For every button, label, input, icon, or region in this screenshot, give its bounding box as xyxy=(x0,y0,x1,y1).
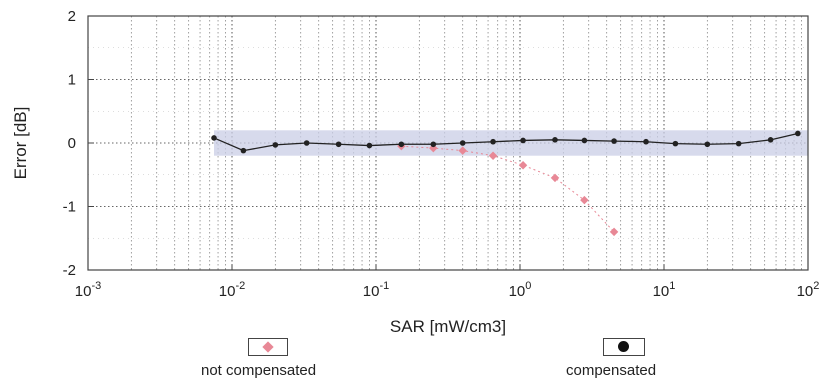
circle-marker-icon xyxy=(618,341,629,352)
compensated-point xyxy=(735,140,742,147)
legend-swatch-not-compensated xyxy=(248,338,288,356)
compensated-line xyxy=(213,132,798,152)
y-tick-label: 1 xyxy=(68,72,76,89)
not-compensated-point xyxy=(609,227,619,237)
x-tick-label: 10-3 xyxy=(75,280,101,300)
compensated-point xyxy=(272,142,279,148)
legend-label-compensated: compensated xyxy=(566,362,657,379)
y-tick-label: -2 xyxy=(63,262,76,279)
compensated-point xyxy=(552,137,558,143)
not-compensated-line xyxy=(401,145,615,233)
compensated-point xyxy=(366,142,373,149)
x-tick-label: 101 xyxy=(653,280,676,300)
compensated-point xyxy=(240,147,247,154)
legend-swatch-compensated xyxy=(603,338,645,356)
compensated-point xyxy=(581,137,588,144)
compensated-point xyxy=(430,141,437,148)
not-compensated-point xyxy=(458,146,467,155)
y-tick-label: 0 xyxy=(68,135,76,152)
compensated-point xyxy=(672,140,679,147)
compensated-point xyxy=(459,140,466,146)
compensated-point xyxy=(704,141,711,148)
x-tick-label: 10-1 xyxy=(363,280,389,300)
compensated-point xyxy=(303,140,310,146)
y-tick-label: -1 xyxy=(63,199,76,216)
compensated-point xyxy=(490,138,496,145)
not-compensated-point xyxy=(580,195,589,205)
compensated-point xyxy=(398,141,405,148)
not-compensated-point xyxy=(550,173,560,183)
x-tick-label: 102 xyxy=(797,280,820,300)
y-axis-label: Error [dB] xyxy=(11,107,30,180)
legend-label-not-compensated: not compensated xyxy=(201,362,317,379)
compensated-point xyxy=(611,138,617,144)
x-tick-label: 100 xyxy=(509,280,532,300)
x-tick-label: 10-2 xyxy=(219,280,245,300)
compensated-point xyxy=(643,138,649,145)
x-axis-label: SAR [mW/cm3] xyxy=(390,317,506,336)
compensated-point xyxy=(795,130,801,137)
compensated-point xyxy=(211,135,217,141)
compensated-point xyxy=(520,137,526,144)
compensated-point xyxy=(767,137,774,143)
compensated-point xyxy=(335,141,342,148)
not-compensated-point xyxy=(488,151,498,160)
diamond-marker-icon xyxy=(262,341,274,353)
y-tick-label: 2 xyxy=(68,8,76,25)
